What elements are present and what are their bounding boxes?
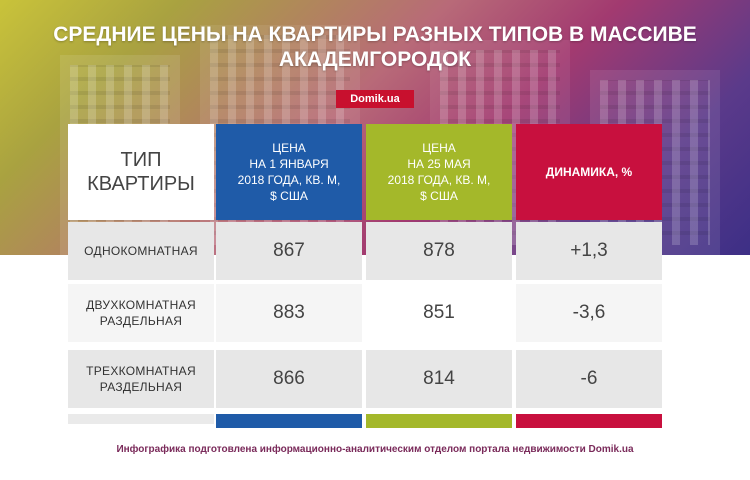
row-dynamics: -6 xyxy=(516,350,662,408)
header-jan-line: ЦЕНА xyxy=(272,141,306,155)
header-dynamics: ДИНАМИКА, % xyxy=(516,124,662,220)
row-type-line: РАЗДЕЛЬНАЯ xyxy=(99,314,183,328)
header-jan-line: НА 1 ЯНВАРЯ xyxy=(249,157,329,171)
row-type-line: ОДНОКОМНАТНАЯ xyxy=(84,244,198,258)
header-type-line: ТИП xyxy=(120,149,162,171)
header-may-line: НА 25 МАЯ xyxy=(407,157,471,171)
bottom-bar-type xyxy=(68,414,214,424)
header-jan-line: $ США xyxy=(270,189,308,203)
row-price-jan: 866 xyxy=(216,350,362,408)
row-price-may: 878 xyxy=(366,222,512,280)
title-line-1: СРЕДНИЕ ЦЕНЫ НА КВАРТИРЫ РАЗНЫХ ТИПОВ В … xyxy=(53,23,697,46)
row-type-line: ДВУХКОМНАТНАЯ xyxy=(86,298,196,312)
header-may-line: ЦЕНА xyxy=(422,141,456,155)
header-price-may: ЦЕНА НА 25 МАЯ 2018 ГОДА, КВ. М, $ США xyxy=(366,124,512,220)
bottom-bar-dynamics xyxy=(516,414,662,428)
row-dynamics: -3,6 xyxy=(516,284,662,342)
bottom-bar-may xyxy=(366,414,512,428)
row-type-line: ТРЕХКОМНАТНАЯ xyxy=(86,364,196,378)
row-dynamics: +1,3 xyxy=(516,222,662,280)
row-type-line: РАЗДЕЛЬНАЯ xyxy=(99,380,183,394)
title-line-2: АКАДЕМГОРОДОК xyxy=(278,48,472,71)
header-price-jan: ЦЕНА НА 1 ЯНВАРЯ 2018 ГОДА, КВ. М, $ США xyxy=(216,124,362,220)
row-type: ДВУХКОМНАТНАЯ РАЗДЕЛЬНАЯ xyxy=(68,284,214,342)
header-type-line: КВАРТИРЫ xyxy=(87,173,195,195)
page-title: СРЕДНИЕ ЦЕНЫ НА КВАРТИРЫ РАЗНЫХ ТИПОВ В … xyxy=(0,22,750,72)
header-may-line: $ США xyxy=(420,189,458,203)
domik-logo[interactable]: Domik.ua xyxy=(336,90,414,108)
row-price-jan: 867 xyxy=(216,222,362,280)
row-type: ОДНОКОМНАТНАЯ xyxy=(68,222,214,280)
header-type: ТИП КВАРТИРЫ xyxy=(68,124,214,220)
row-price-may: 851 xyxy=(366,284,512,342)
row-type: ТРЕХКОМНАТНАЯ РАЗДЕЛЬНАЯ xyxy=(68,350,214,408)
header-may-line: 2018 ГОДА, КВ. М, xyxy=(387,173,491,187)
row-price-may: 814 xyxy=(366,350,512,408)
header-jan-line: 2018 ГОДА, КВ. М, xyxy=(237,173,341,187)
footer-credit: Инфографика подготовлена информационно-а… xyxy=(116,444,634,455)
row-price-jan: 883 xyxy=(216,284,362,342)
bottom-bar-jan xyxy=(216,414,362,428)
